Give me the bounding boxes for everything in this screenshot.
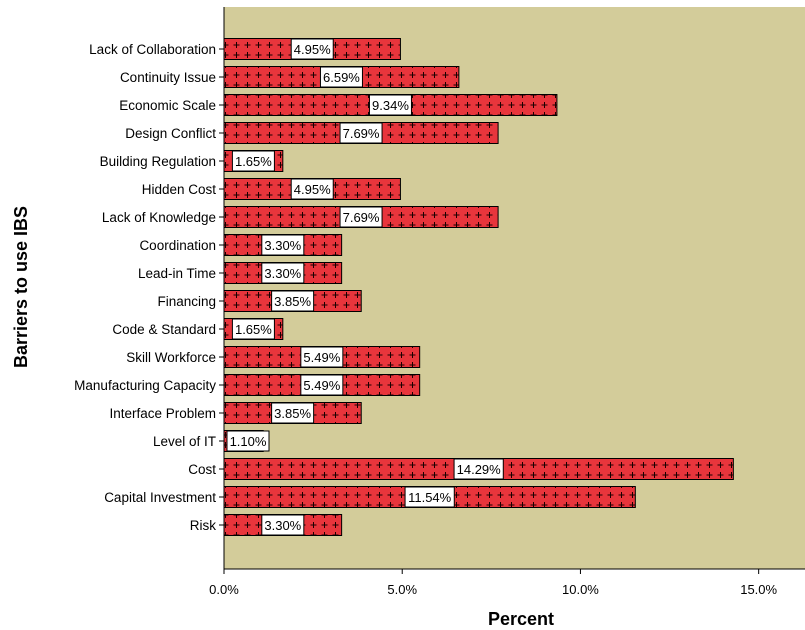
data-label: 5.49% — [303, 378, 340, 393]
data-label-box — [226, 430, 270, 452]
category-label: Manufacturing Capacity — [74, 378, 216, 393]
category-label: Skill Workforce — [126, 350, 216, 365]
data-label-box — [368, 94, 412, 116]
data-label: 1.65% — [235, 154, 272, 169]
x-tick-label: 15.0% — [740, 582, 777, 597]
data-label: 3.30% — [264, 238, 301, 253]
data-label-box — [300, 374, 344, 396]
data-label: 9.34% — [372, 98, 409, 113]
data-label-box — [261, 234, 305, 256]
data-label: 1.65% — [235, 322, 272, 337]
data-label-box — [453, 458, 504, 480]
data-label: 1.10% — [230, 434, 267, 449]
data-label-box — [231, 318, 275, 340]
data-label-box — [319, 66, 363, 88]
category-label: Level of IT — [153, 434, 216, 449]
data-label-box — [290, 38, 334, 60]
category-label: Lack of Collaboration — [89, 42, 216, 57]
category-label: Building Regulation — [100, 154, 216, 169]
data-label-box — [300, 346, 344, 368]
category-label: Coordination — [139, 238, 216, 253]
category-label: Risk — [190, 518, 216, 533]
x-tick-label: 5.0% — [387, 582, 417, 597]
data-label: 11.54% — [408, 490, 452, 505]
category-label: Hidden Cost — [142, 182, 217, 197]
category-label: Lack of Knowledge — [102, 210, 216, 225]
data-label: 3.30% — [264, 518, 301, 533]
x-tick-label: 10.0% — [562, 582, 599, 597]
x-tick-label: 0.0% — [209, 582, 239, 597]
data-label: 7.69% — [343, 210, 380, 225]
data-label-box — [231, 150, 275, 172]
data-label-box — [261, 514, 305, 536]
category-label: Continuity Issue — [120, 70, 216, 85]
category-label: Economic Scale — [119, 98, 216, 113]
data-label: 3.85% — [274, 406, 311, 421]
data-label-box — [271, 402, 315, 424]
data-label-box — [271, 290, 315, 312]
category-label: Design Conflict — [125, 126, 216, 141]
category-label: Code & Standard — [112, 322, 216, 337]
data-label-box — [404, 486, 455, 508]
data-label-box — [261, 262, 305, 284]
y-axis-title: Barriers to use IBS — [11, 206, 31, 368]
category-label: Financing — [157, 294, 216, 309]
data-label: 6.59% — [323, 70, 360, 85]
data-label-box — [290, 178, 334, 200]
data-label: 3.85% — [274, 294, 311, 309]
category-label: Lead-in Time — [138, 266, 216, 281]
data-label: 7.69% — [343, 126, 380, 141]
category-label: Capital Investment — [104, 490, 216, 505]
plot-area — [224, 7, 805, 569]
data-label: 5.49% — [303, 350, 340, 365]
data-label: 3.30% — [264, 266, 301, 281]
data-label-box — [339, 122, 383, 144]
data-label: 4.95% — [294, 42, 331, 57]
category-label: Cost — [188, 462, 216, 477]
data-label: 14.29% — [457, 462, 502, 477]
data-label: 4.95% — [294, 182, 331, 197]
category-label: Interface Problem — [109, 406, 216, 421]
data-label-box — [339, 206, 383, 228]
x-axis-title: Percent — [488, 609, 554, 629]
